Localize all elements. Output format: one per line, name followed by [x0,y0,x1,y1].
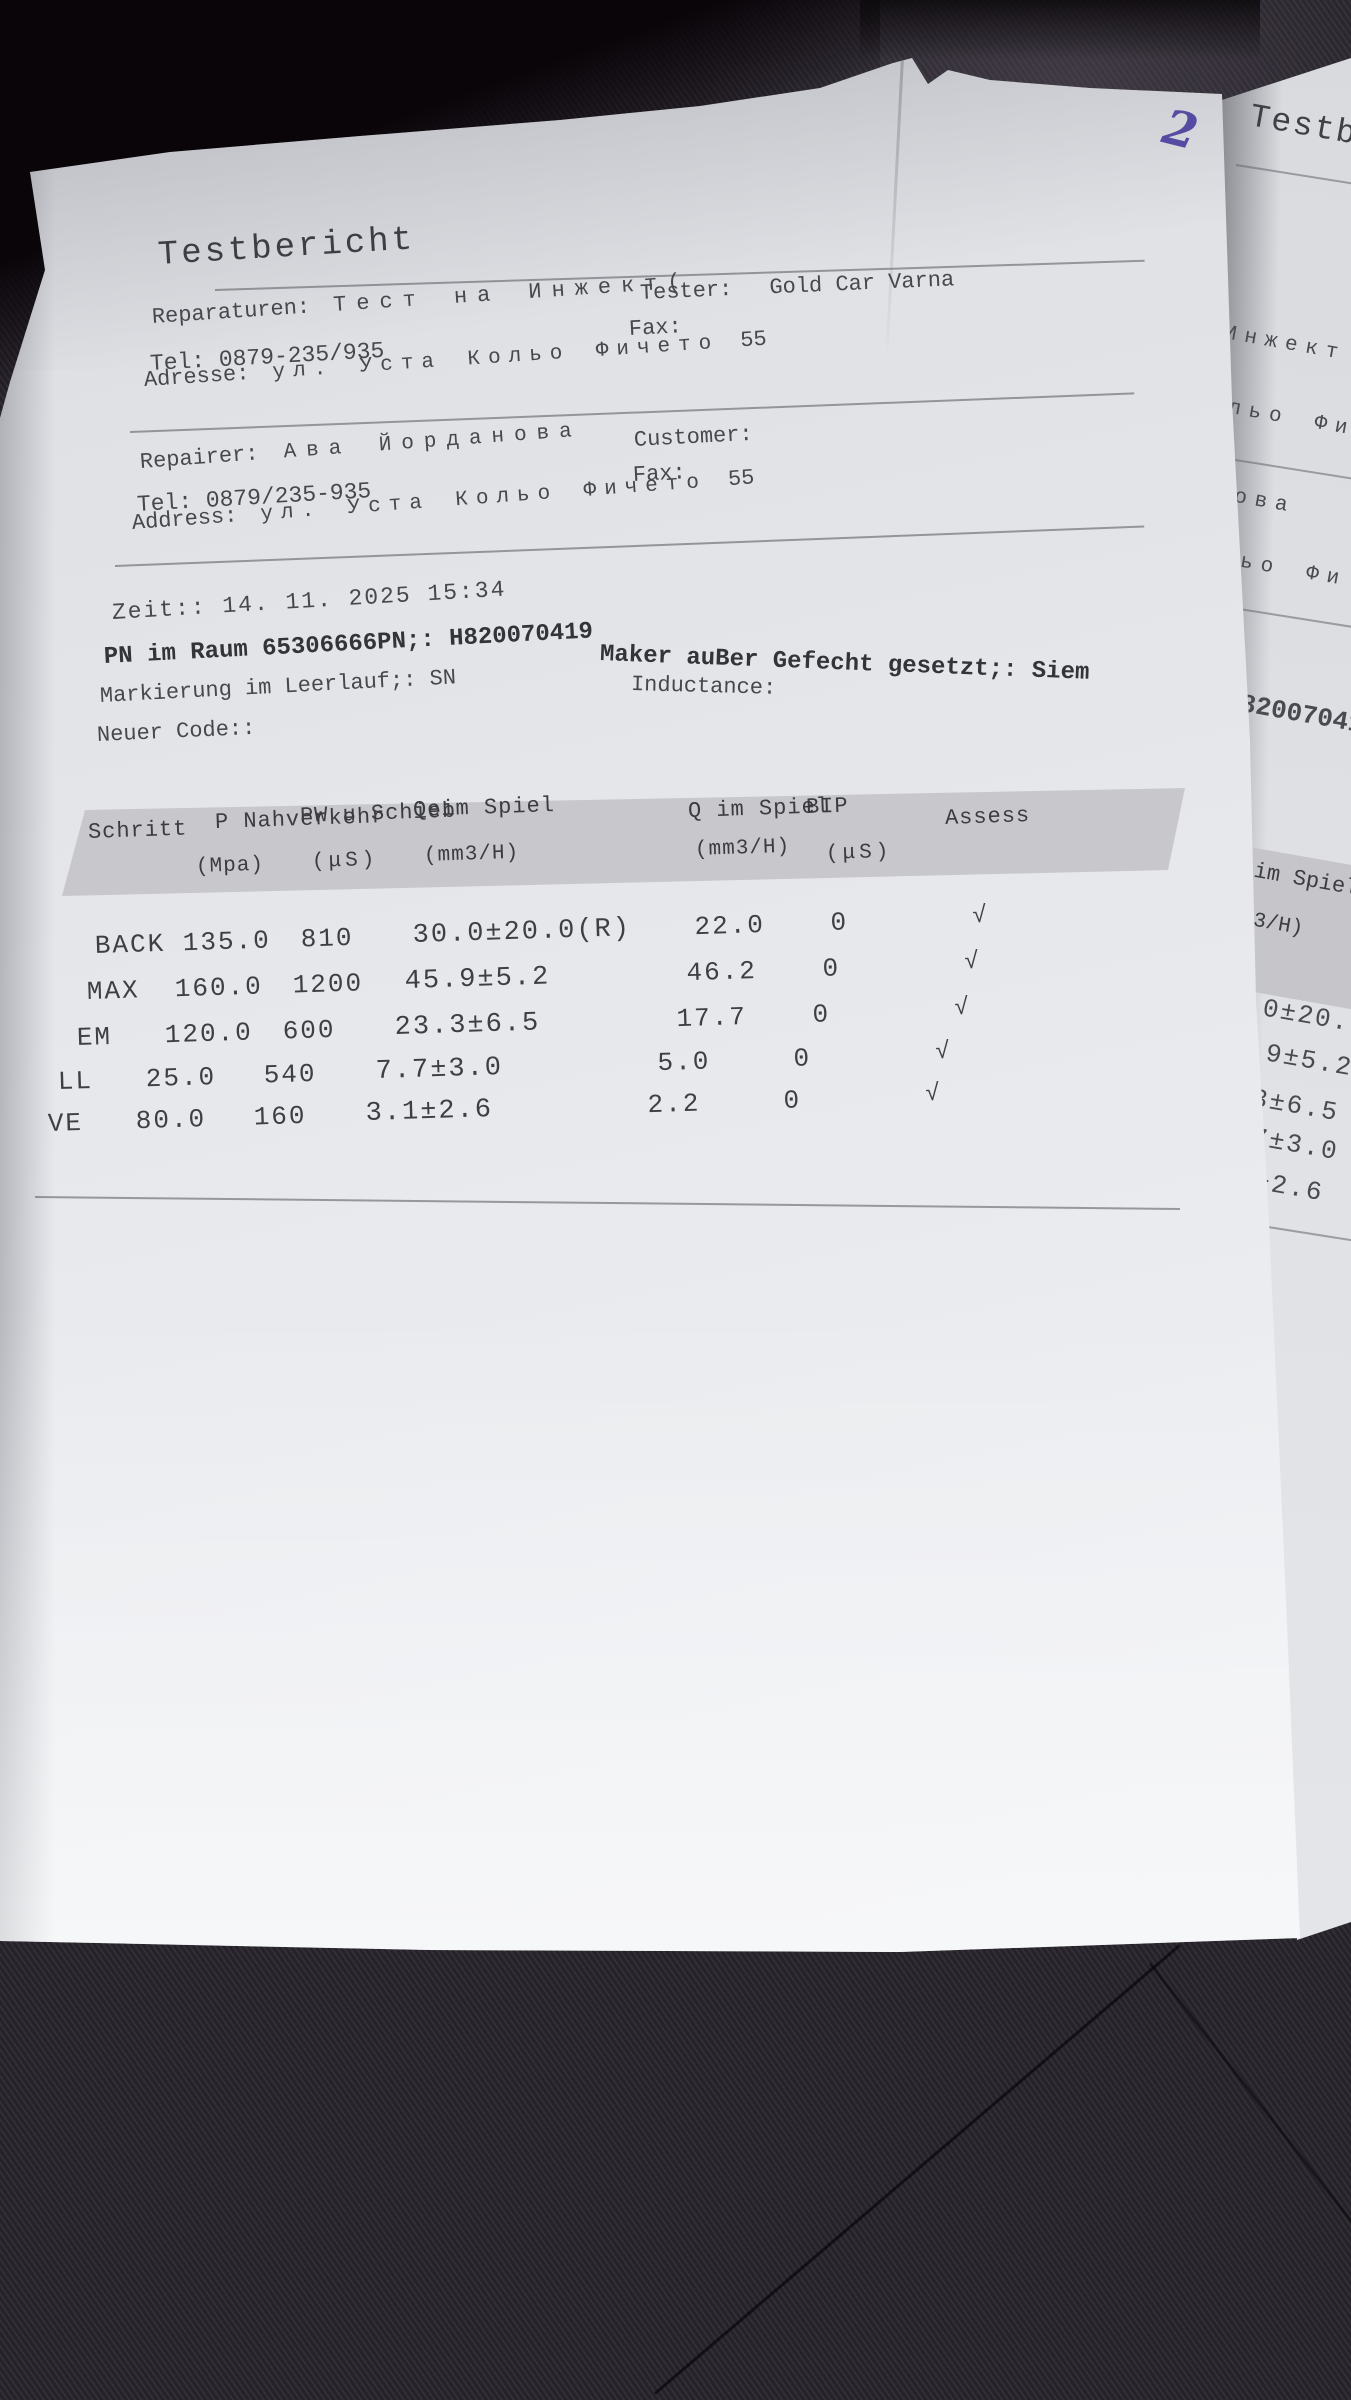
row-bip: 0 [793,1043,812,1074]
row-q-spec: 45.9±5.2 [404,962,551,998]
header-schritt: Schritt [87,816,188,845]
row-q-spec: 7.7±3.0 [375,1053,504,1088]
row-q-spec: 23.3±6.5 [394,1008,541,1044]
unit-mm2: (mm3/H) [694,835,791,862]
row-q: 2.2 [647,1088,701,1121]
row-pw: 160 [253,1100,307,1133]
row-pw: 600 [282,1014,336,1047]
row-bip: 0 [812,999,831,1030]
zeit-line: Zeit:: 14. 11. 2025 15:34 [111,576,508,626]
row-step: LL [57,1065,94,1097]
adresse-number: 55 [739,326,768,354]
row-p: 80.0 [135,1104,207,1137]
markierung-line: Markierung im Leerlauf;: SN [99,665,457,709]
neuer-code-line: Neuer Code:: [96,715,256,748]
address-value: ул. Уста Кольо Фичето [259,470,708,527]
pn-line-left: PN im Raum 65306666PN;: H820070419 [103,618,594,671]
row-assess-check: √ [934,1038,953,1067]
row-step: BACK [94,928,166,961]
row-q: 5.0 [657,1046,711,1079]
row-q-spec: 3.1±2.6 [365,1095,494,1130]
row-q: 22.0 [694,909,766,943]
row-step: MAX [86,975,141,1007]
row-assess-check: √ [971,902,990,931]
row-pw: 810 [300,922,354,955]
section-rule-2 [114,525,1145,567]
row-p: 135.0 [182,925,272,959]
seat-fabric-top-strip [860,0,1260,60]
repairer-line: Repairer: Ава Йорданова [139,418,583,475]
row-assess-check: √ [953,994,972,1023]
repairer-label: Repairer: [139,441,260,475]
row-bip: 0 [783,1085,802,1116]
header-bip: BIP [805,793,850,820]
row-p: 120.0 [164,1017,254,1051]
seat-seam-left [654,1944,1181,2395]
row-q: 46.2 [686,955,758,989]
row-bip: 0 [822,953,841,984]
row-p: 160.0 [174,971,264,1005]
address-number: 55 [727,465,756,493]
inductance-line: Inductance: [630,672,777,701]
section-rule-1 [129,392,1135,433]
row-q-spec: 30.0±20.0(R) [412,914,632,952]
repairer-value: Ава Йорданова [282,419,583,465]
row-assess-check: √ [924,1080,943,1109]
table-bottom-rule [34,1196,1180,1210]
customer-line: Customer: [633,421,754,453]
row-p: 25.0 [145,1062,217,1095]
row-step: VE [47,1107,84,1139]
paper-bottom-sheen [0,1300,1300,1952]
unit-us: (μS) [311,848,379,874]
unit-mpa: (Mpa) [195,853,265,879]
tester-label: Tester: [639,276,733,306]
header-q-leak: Qeim Spiel [412,793,556,823]
row-assess-check: √ [963,948,982,977]
unit-mm: (mm3/H) [423,841,520,868]
row-step: EM [76,1021,113,1053]
seat-seam-right [1148,1962,1351,2233]
row-pw: 1200 [292,968,364,1001]
row-pw: 540 [263,1058,317,1091]
unit-us2: (μS) [825,840,893,866]
header-assess: Assess [944,803,1031,831]
row-bip: 0 [830,907,849,938]
row-q: 17.7 [676,1001,748,1035]
